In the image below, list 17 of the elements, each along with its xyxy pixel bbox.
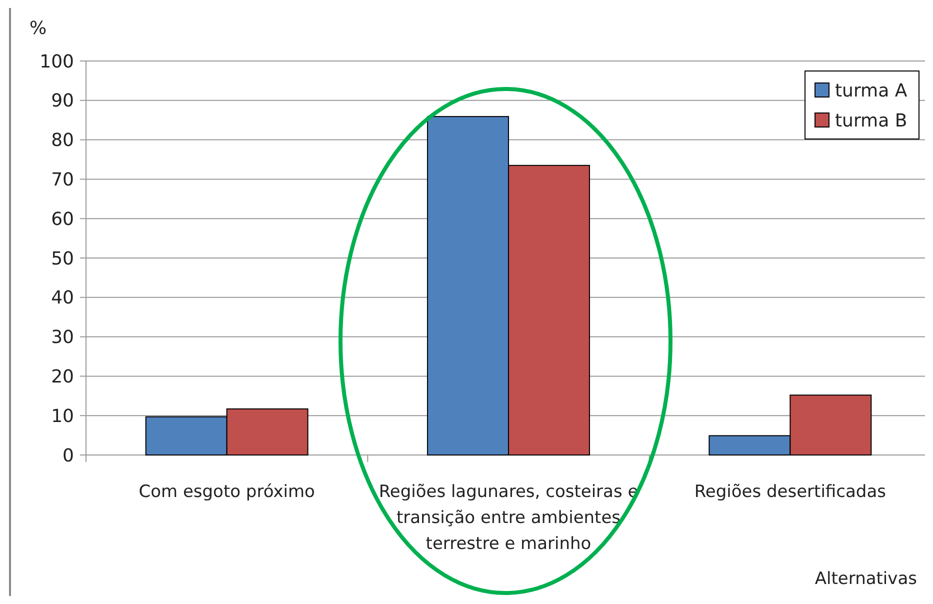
legend-label: turma A <box>835 80 908 102</box>
y-tick-label: 30 <box>51 327 74 348</box>
y-tick-label: 100 <box>40 51 74 72</box>
y-tick-label: 70 <box>51 170 74 190</box>
y-axis-title: % <box>29 18 47 39</box>
x-tick-label: Com esgoto próximo <box>138 482 315 502</box>
x-tick-label: Regiões desertificadas <box>694 482 886 502</box>
y-tick-label: 0 <box>62 445 74 466</box>
y-tick-label: 50 <box>51 248 74 270</box>
legend-label: turma B <box>835 110 908 132</box>
y-tick-label: 20 <box>51 366 74 388</box>
y-tick-label: 90 <box>51 90 74 112</box>
x-axis-title: Alternativas <box>814 569 918 589</box>
y-tick-label: 60 <box>51 208 74 230</box>
y-tick-label: 10 <box>51 406 74 427</box>
y-tick-label: 80 <box>51 130 74 152</box>
y-tick-label: 40 <box>51 288 74 309</box>
